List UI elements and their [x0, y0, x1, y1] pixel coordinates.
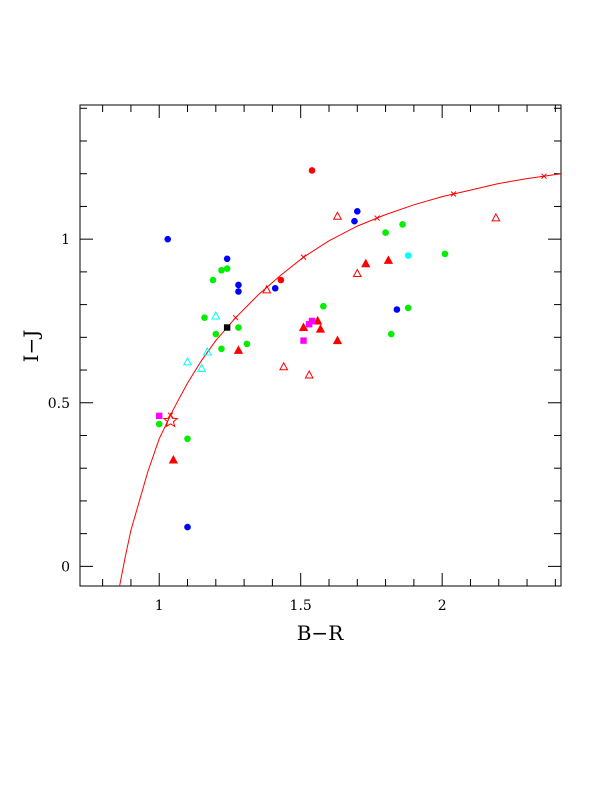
y-tick-label: 1 — [61, 232, 70, 248]
data-point-green-circle — [441, 250, 449, 258]
data-point-green-circle — [320, 302, 327, 310]
curve-marker — [232, 314, 239, 321]
data-point-red-triangle — [298, 322, 309, 332]
data-point-blue-circle — [235, 288, 242, 295]
data-point-red-circle — [277, 276, 285, 284]
data-point-magenta-square — [156, 412, 163, 420]
data-point-green-circle — [218, 345, 225, 353]
data-point-red-triangle — [233, 345, 244, 354]
fit-curve — [119, 173, 561, 586]
data-point-blue-circle — [353, 208, 361, 215]
y-axis-title: I−J — [19, 330, 43, 363]
data-point-blue-circle — [271, 284, 279, 292]
data-point-green-circle — [243, 340, 251, 348]
data-point-green-circle — [184, 435, 191, 443]
data-point-green-circle — [235, 324, 242, 331]
data-point-red-triangle-open — [332, 211, 343, 220]
data-point-cyan-triangle-open — [202, 346, 212, 356]
tick-labels: 1 1.5 2 0 0.5 1 — [48, 232, 447, 614]
data-point-magenta-square — [300, 337, 307, 344]
data-point-red-triangle — [315, 324, 326, 333]
data-point-green-circle — [212, 330, 220, 338]
data-point-magenta-square — [305, 321, 313, 328]
x-tick-label: 1.5 — [290, 598, 312, 614]
y-tick-label: 0 — [61, 559, 70, 575]
curve-marker — [541, 173, 547, 180]
data-point-red-star-open — [162, 412, 179, 428]
curve-line — [119, 173, 561, 586]
data-point-red-triangle-open — [279, 361, 289, 371]
data-point-green-circle — [209, 276, 217, 284]
data-point-red-triangle — [383, 255, 394, 264]
data-point-green-circle — [155, 420, 163, 428]
data-point-red-triangle — [361, 258, 371, 268]
data-point-red-triangle-open — [304, 369, 314, 379]
data-point-red-triangle — [168, 454, 179, 464]
data-point-green-circle — [382, 229, 389, 236]
data-point-red-triangle — [313, 315, 323, 325]
data-point-blue-circle — [164, 235, 172, 243]
data-point-black-square — [223, 324, 231, 331]
data-point-red-triangle-open — [262, 284, 272, 294]
x-axis-title: B−R — [297, 621, 344, 645]
data-point-red-circle — [308, 167, 316, 174]
plot-frame — [79, 104, 562, 587]
data-point-red-triangle-open — [352, 268, 362, 278]
curve-marker — [300, 254, 307, 261]
data-point-cyan-triangle-open — [182, 356, 193, 366]
data-point-green-circle — [223, 265, 231, 272]
data-point-blue-circle — [393, 306, 401, 313]
data-point-cyan-circle — [404, 252, 412, 259]
data-points — [155, 167, 501, 531]
data-point-green-circle — [201, 314, 208, 321]
data-point-red-triangle-open — [491, 212, 501, 222]
data-point-cyan-triangle-open — [197, 363, 207, 372]
curve-marker — [450, 191, 457, 197]
data-point-green-circle — [404, 304, 412, 312]
x-tick-label: 2 — [438, 598, 447, 614]
data-point-green-circle — [399, 221, 406, 228]
curve-marker — [374, 215, 380, 221]
data-point-magenta-square — [308, 317, 316, 325]
y-tick-label: 0.5 — [48, 396, 70, 412]
data-point-green-circle — [387, 330, 395, 338]
data-point-blue-circle — [223, 255, 231, 263]
axis-ticks — [80, 105, 561, 586]
data-point-blue-circle — [351, 217, 358, 225]
data-point-blue-circle — [184, 523, 191, 531]
data-point-green-circle — [218, 266, 225, 274]
x-tick-label: 1 — [155, 598, 164, 614]
data-point-red-triangle — [332, 335, 343, 345]
data-point-blue-circle — [235, 281, 242, 289]
data-point-cyan-triangle-open — [211, 311, 221, 320]
